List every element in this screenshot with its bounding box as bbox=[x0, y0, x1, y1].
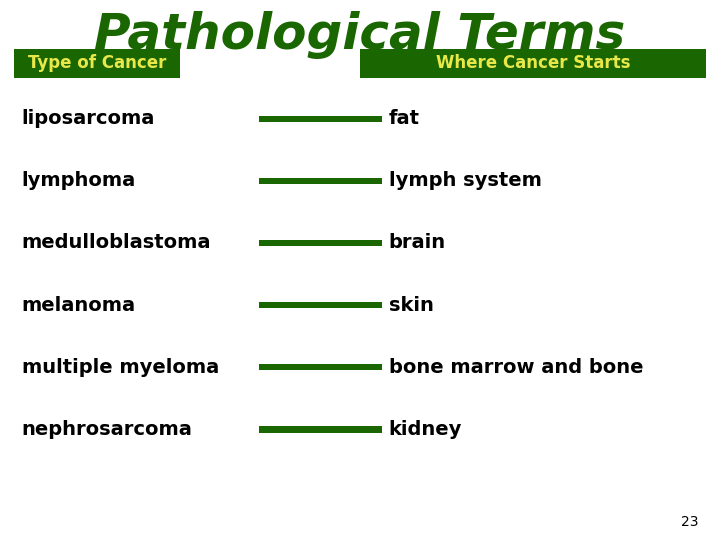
Text: 23: 23 bbox=[681, 515, 698, 529]
Text: liposarcoma: liposarcoma bbox=[22, 109, 155, 129]
Text: Pathological Terms: Pathological Terms bbox=[94, 11, 626, 59]
Text: Where Cancer Starts: Where Cancer Starts bbox=[436, 55, 630, 72]
Text: multiple myeloma: multiple myeloma bbox=[22, 357, 219, 377]
Text: medulloblastoma: medulloblastoma bbox=[22, 233, 211, 253]
Text: melanoma: melanoma bbox=[22, 295, 136, 315]
Text: brain: brain bbox=[389, 233, 446, 253]
Text: kidney: kidney bbox=[389, 420, 462, 439]
Text: fat: fat bbox=[389, 109, 420, 129]
Text: nephrosarcoma: nephrosarcoma bbox=[22, 420, 192, 439]
Text: Type of Cancer: Type of Cancer bbox=[28, 55, 166, 72]
Text: skin: skin bbox=[389, 295, 433, 315]
Text: bone marrow and bone: bone marrow and bone bbox=[389, 357, 643, 377]
Text: lymph system: lymph system bbox=[389, 171, 541, 191]
Text: lymphoma: lymphoma bbox=[22, 171, 136, 191]
